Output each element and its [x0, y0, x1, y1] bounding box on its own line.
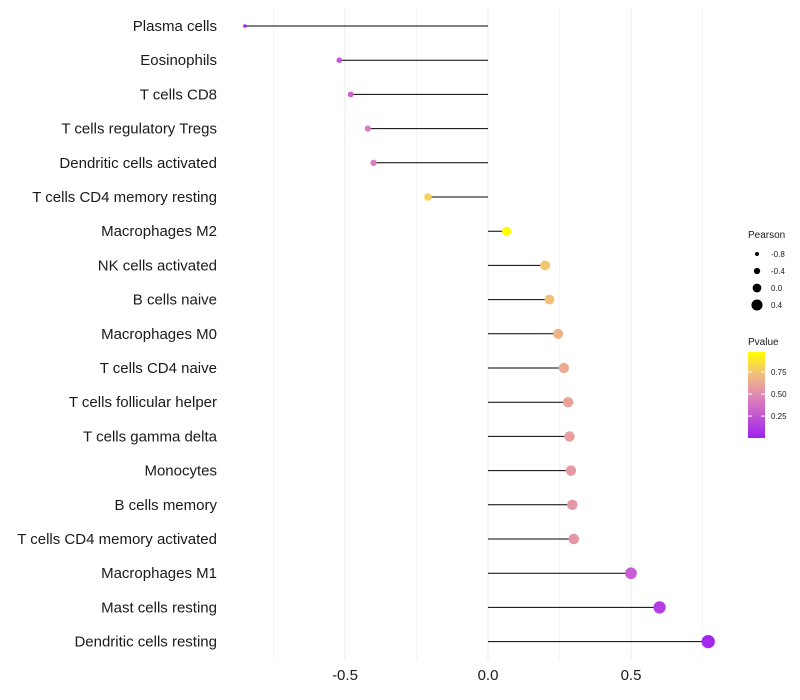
category-label: Macrophages M1	[101, 565, 217, 582]
size-legend-title: Pearson	[748, 230, 785, 241]
point-layer	[243, 24, 715, 649]
size-legend: -0.8 -0.4 0.0 0.4	[751, 250, 785, 311]
lollipop-point	[552, 328, 564, 339]
category-label: T cells regulatory Tregs	[61, 121, 217, 138]
lollipop-point	[243, 24, 247, 28]
size-legend-key	[753, 267, 761, 275]
size-legend-label: -0.4	[771, 267, 785, 276]
category-label: Eosinophils	[140, 52, 217, 69]
category-label: T cells CD4 memory activated	[17, 531, 217, 548]
category-label: T cells CD4 memory resting	[32, 189, 217, 206]
lollipop-point	[424, 193, 432, 201]
category-label: T cells follicular helper	[69, 394, 217, 411]
color-legend-label: 0.25	[771, 412, 787, 421]
category-label: Dendritic cells activated	[59, 155, 217, 172]
category-label: T cells CD4 naive	[100, 360, 217, 377]
size-legend-label: -0.8	[771, 250, 785, 259]
size-legend-key	[755, 252, 759, 256]
x-tick-label: 0.0	[478, 667, 499, 684]
stem-layer	[244, 25, 709, 643]
category-label: B cells memory	[114, 497, 217, 514]
lollipop-point	[653, 601, 666, 614]
lollipop-point	[364, 125, 371, 132]
legend: Pearson -0.8-0.40.00.4 Pvalue 0.250.500.…	[748, 230, 787, 438]
lollipop-point	[625, 567, 637, 580]
lollipop-point	[544, 294, 555, 305]
lollipop-point	[347, 91, 354, 98]
lollipop-point	[701, 634, 715, 649]
color-legend-label: 0.75	[771, 368, 787, 377]
category-label: T cells CD8	[140, 86, 217, 103]
lollipop-point	[502, 226, 512, 236]
category-label: NK cells activated	[98, 257, 217, 274]
lollipop-point	[336, 57, 343, 63]
color-legend-label: 0.50	[771, 390, 787, 399]
x-tick-label: 0.5	[621, 667, 642, 684]
lollipop-point	[540, 260, 551, 271]
lollipop-point	[562, 397, 574, 408]
category-label: Plasma cells	[133, 18, 217, 35]
size-legend-label: 0.0	[771, 284, 783, 293]
category-label: Mast cells resting	[101, 599, 217, 616]
category-label: Macrophages M2	[101, 223, 217, 240]
category-label: Macrophages M0	[101, 326, 217, 343]
lollipop-point	[558, 362, 569, 374]
category-labels: Plasma cells Eosinophils T cells CD8 T cell…	[17, 18, 217, 651]
category-label: B cells naive	[133, 292, 217, 309]
size-legend-label: 0.4	[771, 301, 783, 310]
lollipop-point	[564, 431, 575, 442]
category-label: Monocytes	[144, 463, 217, 480]
color-legend: 0.25 0.50 0.75	[748, 368, 787, 421]
x-axis-ticks: -0.5 0.0 0.5	[332, 667, 641, 684]
lollipop-point	[568, 533, 580, 545]
color-legend-title: Pvalue	[748, 337, 779, 348]
category-label: Dendritic cells resting	[74, 634, 217, 651]
lollipop-point	[567, 499, 578, 511]
lollipop-point	[370, 159, 377, 166]
color-legend-bar	[748, 352, 765, 438]
x-tick-label: -0.5	[332, 667, 358, 684]
size-legend-key	[751, 299, 763, 311]
lollipop-point	[565, 465, 577, 476]
category-label: T cells gamma delta	[83, 428, 218, 445]
size-legend-key	[752, 283, 762, 293]
